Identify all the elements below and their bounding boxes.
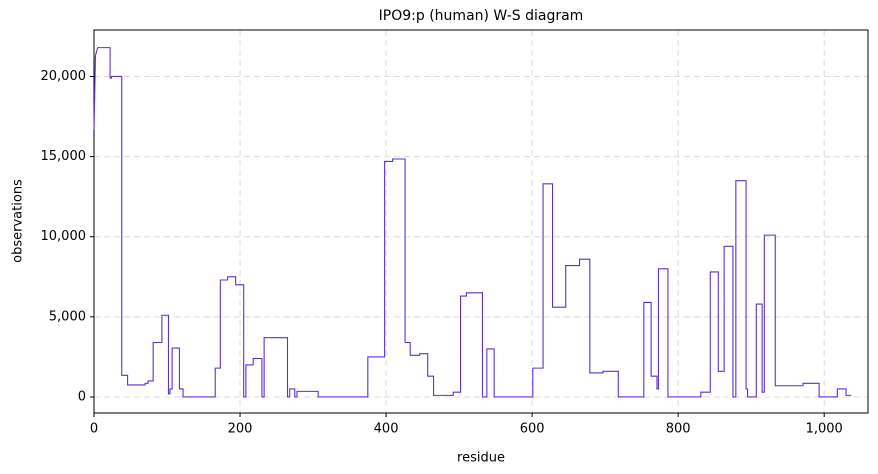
y-axis-label: observations [11, 179, 26, 263]
y-tick-label: 20,000 [41, 69, 87, 84]
data-line [93, 47, 852, 398]
x-tick-label: 400 [374, 422, 399, 437]
x-tick-label: 800 [666, 422, 691, 437]
y-tick-label: 10,000 [41, 229, 87, 244]
y-tick-label: 5,000 [49, 309, 86, 324]
y-tick-label: 0 [78, 389, 86, 404]
x-axis-label: residue [457, 451, 505, 466]
y-tick-label: 15,000 [41, 149, 87, 164]
x-tick-label: 1,000 [806, 422, 843, 437]
plot-frame [93, 29, 869, 414]
x-tick-label: 0 [90, 422, 98, 437]
x-tick-label: 600 [520, 422, 545, 437]
chart-title: IPO9:p (human) W-S diagram [379, 8, 584, 24]
x-tick-label: 200 [228, 422, 253, 437]
